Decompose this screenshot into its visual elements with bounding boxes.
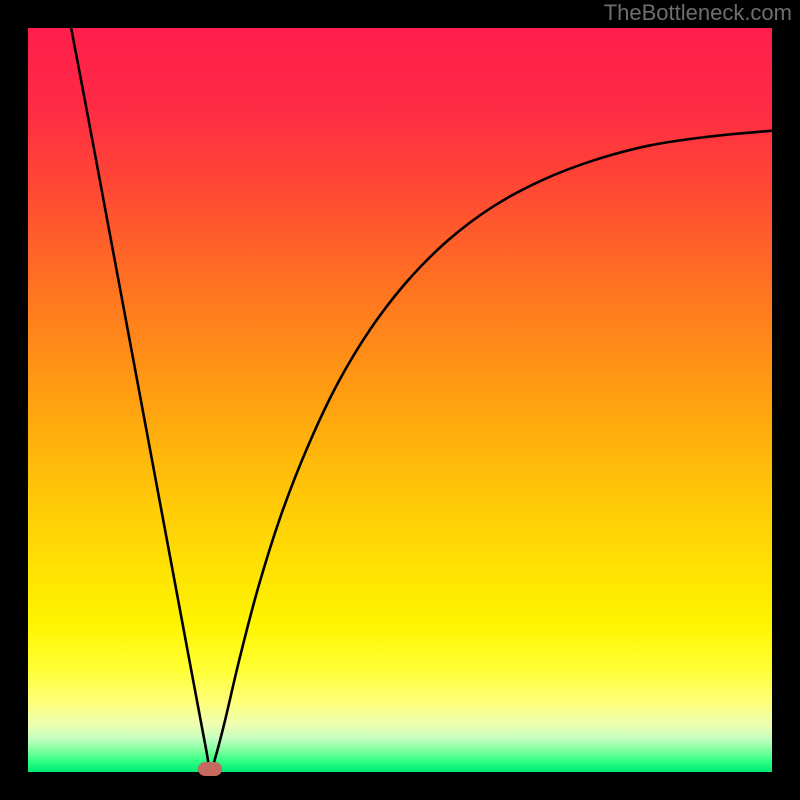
- bottleneck-curve: [28, 28, 772, 772]
- minimum-marker: [198, 762, 222, 776]
- plot-area: [28, 28, 772, 772]
- canvas: TheBottleneck.com: [0, 0, 800, 800]
- watermark-text: TheBottleneck.com: [604, 0, 792, 26]
